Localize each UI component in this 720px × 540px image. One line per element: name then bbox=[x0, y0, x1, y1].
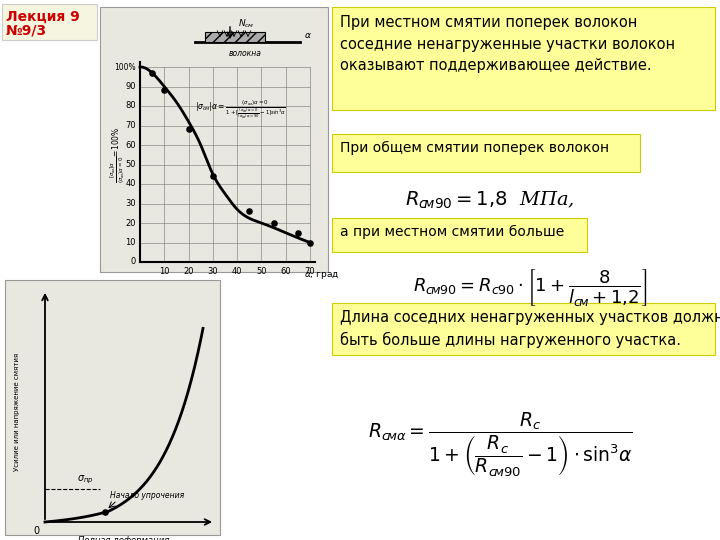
Text: Усилие или напряжение смятия: Усилие или напряжение смятия bbox=[14, 353, 20, 471]
Bar bbox=[332, 7, 715, 110]
Text: Длина соседних ненагруженных участков должна
быть больше длины нагруженного учас: Длина соседних ненагруженных участков до… bbox=[340, 310, 720, 348]
Text: $R_{c\!м\alpha} = \dfrac{R_c}{1 + \left(\dfrac{R_c}{R_{c\!м90}} - 1\right) \cdot: $R_{c\!м\alpha} = \dfrac{R_c}{1 + \left(… bbox=[367, 411, 632, 479]
Bar bbox=[2, 4, 97, 40]
Text: Полная деформация: Полная деформация bbox=[78, 536, 170, 540]
Point bbox=[158, 86, 170, 94]
Text: №9/3: №9/3 bbox=[6, 24, 47, 38]
Bar bbox=[5, 280, 220, 535]
Text: 30: 30 bbox=[125, 199, 136, 208]
Text: 70: 70 bbox=[305, 267, 315, 276]
Point bbox=[305, 238, 316, 247]
Text: Начало упрочения: Начало упрочения bbox=[110, 491, 184, 500]
Text: $|\sigma_{c\!м}|\alpha=\frac{(\sigma_{c\!м})\alpha{=}0}{1+[\frac{(\sigma_{c\!м}): $|\sigma_{c\!м}|\alpha=\frac{(\sigma_{c\… bbox=[195, 99, 286, 121]
Text: $R_{c\!м90} = 1{,}8$  МПа,: $R_{c\!м90} = 1{,}8$ МПа, bbox=[405, 190, 575, 211]
Text: 50: 50 bbox=[256, 267, 266, 276]
Text: 10: 10 bbox=[159, 267, 169, 276]
Text: $\sigma_{пр}$: $\sigma_{пр}$ bbox=[77, 474, 94, 486]
Text: 40: 40 bbox=[125, 179, 136, 188]
Text: 70: 70 bbox=[125, 121, 136, 130]
Bar bbox=[100, 7, 328, 272]
Text: Лекция 9: Лекция 9 bbox=[6, 10, 80, 24]
Bar bbox=[332, 218, 587, 252]
Text: $\alpha$, град: $\alpha$, град bbox=[305, 270, 340, 281]
Text: $\alpha$: $\alpha$ bbox=[304, 31, 312, 40]
Text: 40: 40 bbox=[232, 267, 243, 276]
Text: а при местном смятии больше: а при местном смятии больше bbox=[340, 225, 564, 239]
Text: При местном смятии поперек волокон
соседние ненагруженные участки волокон
оказыв: При местном смятии поперек волокон сосед… bbox=[340, 15, 675, 73]
Point bbox=[183, 125, 194, 134]
Text: $R_{c\!м90} = R_{c90} \cdot \left[1 + \dfrac{8}{l_{c\!м} + 1{,}2}\right]$: $R_{c\!м90} = R_{c90} \cdot \left[1 + \d… bbox=[413, 267, 647, 307]
Text: 20: 20 bbox=[184, 267, 194, 276]
Text: 100%: 100% bbox=[114, 63, 136, 71]
Text: 0: 0 bbox=[131, 258, 136, 267]
Point bbox=[292, 228, 304, 237]
Bar bbox=[205, 32, 265, 42]
Text: 60: 60 bbox=[280, 267, 291, 276]
Point bbox=[146, 69, 158, 77]
Text: 10: 10 bbox=[125, 238, 136, 247]
Text: 50: 50 bbox=[125, 160, 136, 169]
Text: 80: 80 bbox=[125, 102, 136, 111]
Bar bbox=[332, 134, 640, 172]
Bar bbox=[332, 303, 715, 355]
Point bbox=[99, 508, 111, 517]
Text: 20: 20 bbox=[125, 219, 136, 227]
Text: 30: 30 bbox=[207, 267, 218, 276]
Text: $\frac{[\sigma_{c\!м}]\alpha}{(\sigma_{c\!м})\alpha{=}0}\!=\!100\%$: $\frac{[\sigma_{c\!м}]\alpha}{(\sigma_{c… bbox=[109, 126, 127, 183]
Point bbox=[243, 207, 255, 215]
Text: 0: 0 bbox=[34, 526, 40, 536]
Text: 60: 60 bbox=[125, 140, 136, 150]
Point bbox=[207, 172, 219, 180]
Text: волокна: волокна bbox=[228, 49, 261, 58]
Text: При общем смятии поперек волокон: При общем смятии поперек волокон bbox=[340, 141, 609, 155]
Point bbox=[268, 219, 279, 227]
Text: $N_{c\!м}$: $N_{c\!м}$ bbox=[238, 18, 253, 30]
Text: 90: 90 bbox=[125, 82, 136, 91]
